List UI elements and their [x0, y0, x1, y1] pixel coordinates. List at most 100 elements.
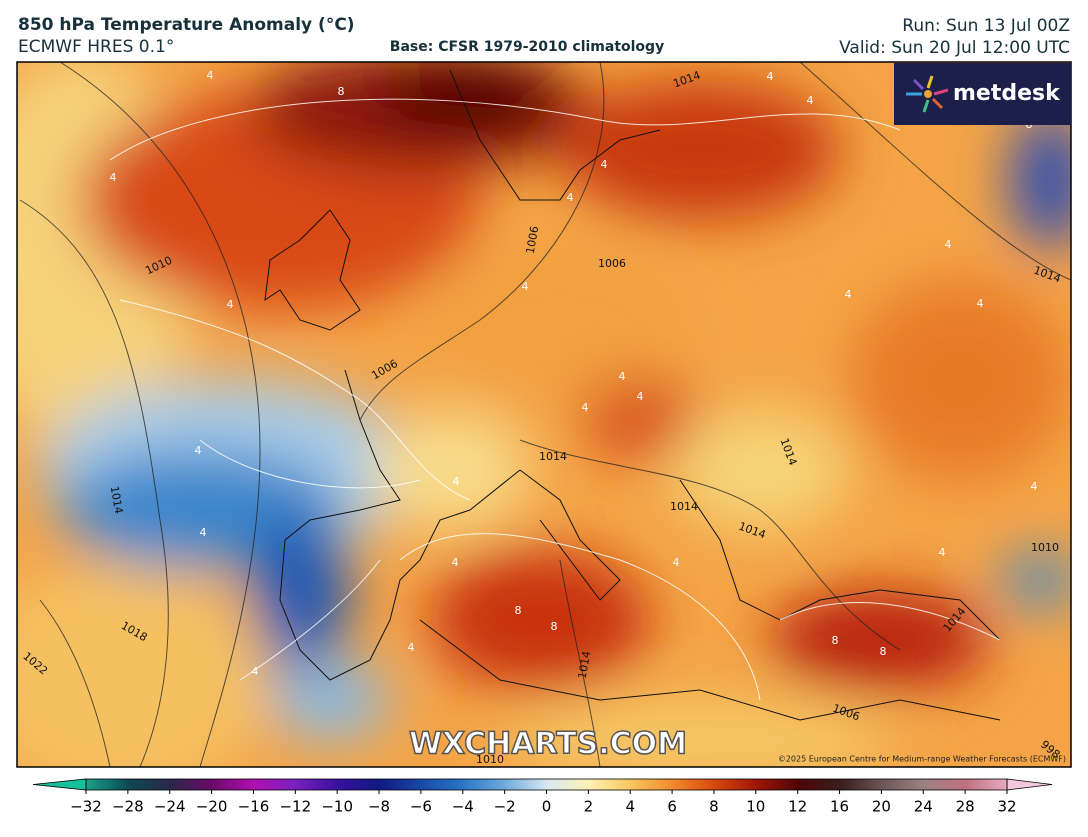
colorbar-tick-label: 28 [956, 798, 975, 816]
colorbar-segment [546, 779, 589, 790]
isotherm-label: 4 [195, 444, 202, 457]
logo-text: metdesk [953, 81, 1061, 106]
isotherm-label: 4 [767, 70, 774, 83]
colorbar-tick-label: 10 [746, 798, 765, 816]
isotherm-label: 4 [453, 475, 460, 488]
isotherm-label: 4 [110, 171, 117, 184]
colorbar-tick-label: −20 [196, 798, 228, 816]
isotherm-label: 4 [619, 370, 626, 383]
colorbar-tick-label: 16 [830, 798, 849, 816]
colorbar-segment [881, 779, 924, 790]
isotherm-label: 8 [880, 645, 887, 658]
isotherm-label: 4 [1031, 480, 1038, 493]
isobar-label: 1010 [1031, 541, 1059, 554]
watermark: WXCHARTS.COM [409, 727, 687, 762]
isotherm-label: 4 [977, 297, 984, 310]
colorbar-segment [923, 779, 966, 790]
isobar-label: 1014 [576, 650, 594, 680]
isotherms [109, 98, 1001, 701]
isotherm-label: 4 [452, 556, 459, 569]
colorbar-segment [86, 779, 129, 790]
isobars [19, 62, 1071, 767]
colorbar-segment [797, 779, 841, 790]
colorbar-tick-label: −8 [368, 798, 390, 816]
colorbar-tick-label: 4 [625, 798, 635, 816]
valid: Valid: Sun 20 Jul 12:00 UTC [839, 38, 1070, 58]
isotherm-label: 8 [338, 85, 345, 98]
colorbar-segment [504, 779, 547, 790]
isobar-label: 1006 [524, 225, 542, 255]
colorbar-extend-high [1006, 778, 1053, 791]
isotherm-label: 4 [845, 288, 852, 301]
base: Base: CFSR 1979-2010 climatology [390, 39, 664, 55]
logo: metdesk [894, 63, 1071, 125]
colorbar-segment [169, 779, 213, 790]
map: 4844444444444444444884488444810141010100… [17, 62, 1071, 767]
colorbar-tick-label: −16 [238, 798, 270, 816]
isobar-label: 1014 [670, 500, 698, 513]
colorbar-tick-label: 24 [914, 798, 933, 816]
colorbar-tick-label: −32 [70, 798, 102, 816]
isobar-label: 1014 [108, 485, 126, 515]
isotherm-label: 4 [939, 546, 946, 559]
anomaly-field [17, 62, 1071, 767]
isotherm-label: 4 [207, 69, 214, 82]
colorbar-segment [211, 779, 254, 790]
isotherm-label: 4 [200, 526, 207, 539]
isotherm-label: 4 [601, 158, 608, 171]
colorbar-segment [713, 779, 757, 790]
colorbar-segment [379, 779, 422, 790]
colorbar-tick-label: −12 [279, 798, 311, 816]
isotherm-label: 4 [945, 238, 952, 251]
colorbar-tick-label: 2 [584, 798, 594, 816]
colorbar-segment [755, 779, 799, 790]
colorbar-segment [420, 779, 464, 790]
isotherm-label: 8 [515, 604, 522, 617]
isotherm-label: 4 [408, 641, 415, 654]
colorbar-tick-label: 6 [667, 798, 677, 816]
isotherm-label: 8 [832, 634, 839, 647]
run: Run: Sun 13 Jul 00Z [902, 16, 1070, 36]
coastlines [264, 69, 1001, 721]
isotherm-label: 4 [252, 665, 259, 678]
colorbar-tick-label: −10 [321, 798, 353, 816]
isotherm-label: 4 [673, 556, 680, 569]
colorbar: −32 −28 −24 −20 −16 −12 −10 −8 −6 −4 −2 0 2 4 6 8 10 12 16… [32, 778, 1053, 816]
isobar-label: 1014 [539, 450, 567, 463]
logo-icon [906, 75, 949, 113]
map-frame [16, 61, 1072, 768]
colorbar-tick-label: −24 [154, 798, 186, 816]
isotherm-label: 4 [567, 191, 574, 204]
colorbar-tick-label: −4 [452, 798, 474, 816]
isotherm-label: 4 [637, 390, 644, 403]
colorbar-segment [965, 779, 1008, 790]
colorbar-segment [630, 779, 673, 790]
colorbar-segment [337, 779, 380, 790]
title: 850 hPa Temperature Anomaly (°C) [18, 15, 355, 35]
colorbar-tick-label: 8 [709, 798, 719, 816]
colorbar-segment [253, 779, 296, 790]
colorbar-segment [672, 779, 715, 790]
colorbar-segment [295, 779, 338, 790]
isotherm-label: 4 [227, 298, 234, 311]
colorbar-segment [462, 779, 506, 790]
colorbar-tick-label: 20 [872, 798, 891, 816]
copyright: ©2025 European Centre for Medium-range W… [778, 755, 1066, 764]
logo-box [894, 63, 1071, 125]
colorbar-tick-label: 12 [788, 798, 807, 816]
isotherm-label: 4 [522, 280, 529, 293]
colorbar-tick-label: 32 [997, 798, 1016, 816]
colorbar-tick-label: −6 [410, 798, 432, 816]
isobar-label: 1006 [598, 257, 626, 270]
colorbar-tick-label: 0 [542, 798, 552, 816]
isotherm-label: 8 [551, 620, 558, 633]
isobar-label: 1010 [476, 753, 504, 766]
colorbar-segment [588, 779, 631, 790]
colorbar-tick-label: −2 [494, 798, 516, 816]
model: ECMWF HRES 0.1° [18, 37, 174, 57]
isotherm-label: 4 [582, 401, 589, 414]
colorbar-segment [127, 779, 171, 790]
colorbar-segment [839, 779, 882, 790]
isotherm-label: 4 [807, 94, 814, 107]
